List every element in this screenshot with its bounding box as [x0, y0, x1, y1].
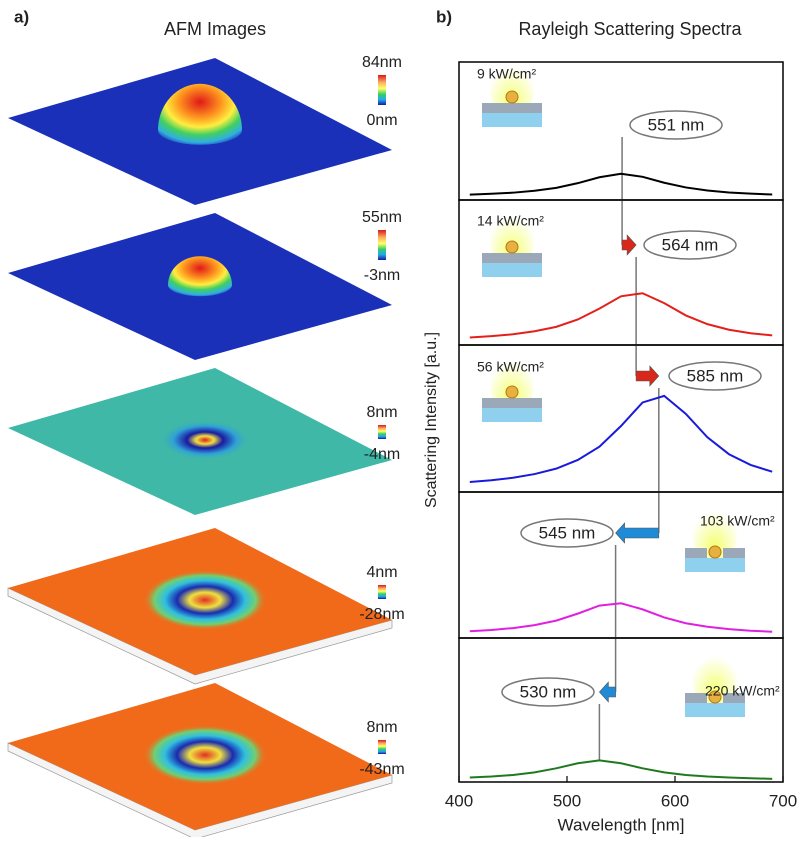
peak-label: 545 nm	[539, 523, 596, 542]
panel-label: b)	[436, 7, 452, 26]
substrate	[685, 703, 745, 717]
particle	[505, 385, 519, 399]
power-label: 9 kW/cm²	[477, 66, 536, 82]
colorbar	[378, 585, 386, 599]
peak-label: 530 nm	[520, 682, 577, 701]
film	[482, 253, 542, 263]
x-tick-label: 500	[553, 791, 581, 810]
spectrum-line	[469, 602, 773, 633]
particle	[708, 545, 722, 559]
film	[685, 548, 745, 558]
spectrum-line	[469, 292, 773, 339]
power-label: 56 kW/cm²	[477, 359, 544, 375]
particle	[708, 690, 722, 704]
substrate	[482, 263, 542, 277]
afm-title: AFM Images	[164, 19, 266, 39]
peak-label: 585 nm	[687, 366, 744, 385]
particle	[505, 240, 519, 254]
scale-min: -43nm	[359, 761, 404, 778]
scale-min: -4nm	[364, 446, 400, 463]
colorbar	[378, 75, 386, 105]
x-tick-label: 600	[661, 791, 689, 810]
shift-arrow	[621, 234, 637, 256]
peak-label-box	[629, 110, 723, 140]
colorbar	[378, 740, 386, 754]
shift-arrow	[615, 522, 660, 544]
x-tick-label: 700	[769, 791, 797, 810]
substrate	[482, 408, 542, 422]
film	[482, 103, 542, 113]
chart-title: Rayleigh Scattering Spectra	[518, 19, 742, 39]
scale-min: 0nm	[366, 112, 397, 129]
spectrum-line	[469, 172, 773, 196]
scale-max: 8nm	[366, 404, 397, 421]
substrate	[685, 558, 745, 572]
shift-arrow	[635, 365, 660, 387]
afm-ring	[160, 420, 250, 460]
colorbar	[378, 425, 386, 439]
power-label: 14 kW/cm²	[477, 213, 544, 229]
afm-particle	[168, 256, 232, 297]
scale-max: 55nm	[362, 209, 402, 226]
film	[482, 398, 542, 408]
scale-max: 84nm	[362, 54, 402, 71]
afm-particle	[158, 83, 242, 145]
x-tick-label: 400	[445, 791, 473, 810]
spectrum-line	[469, 759, 773, 780]
peak-label-box	[520, 518, 614, 548]
peak-label: 564 nm	[662, 235, 719, 254]
peak-label-box	[668, 361, 762, 391]
peak-label: 551 nm	[648, 115, 705, 134]
afm-ring	[143, 570, 267, 630]
colorbar	[378, 230, 386, 260]
x-axis-label: Wavelength [nm]	[558, 815, 685, 834]
scale-max: 8nm	[366, 719, 397, 736]
panel-label: a)	[14, 7, 29, 26]
spectrum-line	[469, 394, 773, 484]
afm-ring	[143, 725, 267, 785]
peak-label-box	[501, 677, 595, 707]
plot-frame	[458, 637, 784, 783]
scale-min: -3nm	[364, 267, 400, 284]
power-label: 103 kW/cm²	[700, 513, 775, 529]
spectra-panel: Rayleigh Scattering Spectra Scattering In…	[423, 19, 797, 835]
peak-label-box	[643, 230, 737, 260]
particle	[505, 90, 519, 104]
scale-min: -28nm	[359, 606, 404, 623]
scale-max: 4nm	[366, 564, 397, 581]
afm-panel: 84nm 0nm 55nm -3nm 8nm -4nm 4nm -28nm 8nm -43nm	[7, 54, 405, 840]
shift-arrow	[598, 681, 616, 703]
film	[685, 693, 745, 703]
substrate	[482, 113, 542, 127]
power-label: 220 kW/cm²	[705, 683, 780, 699]
y-axis-label: Scattering Intensity [a.u.]	[423, 332, 440, 508]
